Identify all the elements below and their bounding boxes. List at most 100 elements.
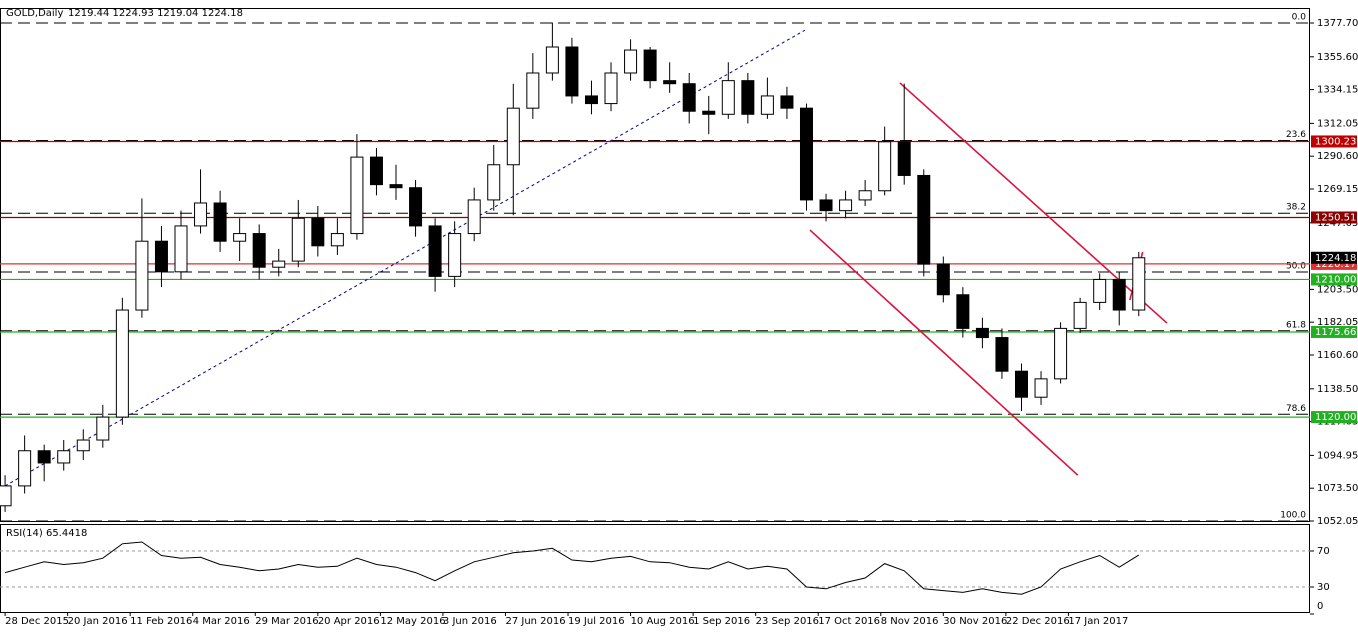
x-tick-label: 1 Sep 2016	[693, 616, 750, 627]
candle-body	[1054, 327, 1068, 380]
fib-label: 61.8	[1286, 320, 1306, 330]
candle-body	[975, 327, 989, 339]
candle-body	[18, 450, 32, 487]
x-tick-label: 10 Aug 2016	[631, 616, 695, 627]
candle-body	[487, 164, 501, 201]
level-label: 1210.00	[1315, 274, 1356, 285]
y-tick-label: 1138.50	[1317, 384, 1358, 395]
candle-body	[213, 202, 227, 242]
candle-body	[233, 233, 247, 242]
candle-body	[115, 309, 129, 418]
candle-body	[936, 263, 950, 296]
candle-body	[1132, 257, 1146, 311]
candle-body	[682, 83, 696, 112]
y-tick-label: 1203.50	[1317, 284, 1358, 295]
candle-body	[780, 95, 794, 109]
candle-body	[702, 110, 716, 115]
candle-body	[1014, 370, 1028, 398]
candle-body	[819, 199, 833, 212]
last-price-tag	[1311, 251, 1357, 264]
candle-body	[858, 190, 872, 201]
x-tick-label: 30 Nov 2016	[943, 616, 1007, 627]
x-tick-label: 4 Mar 2016	[193, 616, 250, 627]
x-tick-label: 8 Nov 2016	[881, 616, 939, 627]
y-tick-label: 1182.05	[1317, 317, 1358, 328]
candle-body	[624, 49, 638, 74]
candle-body	[643, 49, 657, 82]
candle-body	[428, 225, 442, 277]
x-tick-label: 17 Jan 2017	[1068, 616, 1128, 627]
x-tick-label: 11 Feb 2016	[130, 616, 192, 627]
candle-body	[369, 156, 383, 186]
x-tick-label: 28 Dec 2015	[5, 616, 69, 627]
rsi-line	[4, 541, 1140, 595]
y-tick-label: 1052.05	[1317, 516, 1358, 527]
candle-body	[389, 184, 403, 189]
candle-body	[917, 174, 931, 265]
level-label: 1220.17	[1315, 259, 1356, 270]
x-tick-label: 20 Apr 2016	[318, 616, 380, 627]
fib-label: 78.6	[1286, 404, 1306, 414]
candle-body	[330, 233, 344, 247]
last-price-label: 1224.18	[1315, 253, 1356, 264]
x-tick-label: 29 Mar 2016	[255, 616, 318, 627]
x-tick-label: 19 Jul 2016	[568, 616, 625, 627]
y-tick-label: 1269.15	[1317, 184, 1358, 195]
candle-body	[57, 450, 71, 464]
candle-body	[0, 485, 12, 507]
level-label: 1250.51	[1315, 212, 1356, 223]
trend-line	[809, 229, 1079, 476]
candle-body	[584, 95, 598, 105]
candle-body	[291, 217, 305, 262]
candle-body	[1112, 278, 1126, 311]
candle-body	[897, 141, 911, 176]
level-label: 1175.66	[1315, 327, 1356, 338]
y-tick-label: 1355.60	[1317, 52, 1358, 63]
candle-body	[506, 107, 520, 166]
x-tick-label: 22 Dec 2016	[1006, 616, 1070, 627]
candle-body	[995, 337, 1009, 372]
x-tick-label: 3 Jun 2016	[443, 616, 497, 627]
candle-body	[565, 46, 579, 97]
candle-body	[604, 72, 618, 105]
candle-body	[741, 80, 755, 115]
candle-body	[311, 217, 325, 247]
candle-body	[96, 416, 110, 441]
candle-body	[135, 240, 149, 311]
rsi-panel	[0, 524, 1310, 613]
candle-body	[956, 294, 970, 329]
y-tick-label: 1377.70	[1317, 18, 1358, 29]
candle-body	[526, 72, 540, 109]
candle-body	[545, 46, 559, 74]
level-tag	[1311, 211, 1357, 224]
fib-label: 23.6	[1286, 130, 1306, 140]
candle-body	[1034, 378, 1048, 398]
y-tick-label: 1073.50	[1317, 483, 1358, 494]
rsi-title: RSI(14) 65.4418	[6, 528, 87, 539]
candle-body	[721, 80, 735, 115]
y-tick-label: 1094.95	[1317, 450, 1358, 461]
x-tick-label: 12 May 2016	[380, 616, 445, 627]
x-tick-label: 27 Jun 2016	[505, 616, 565, 627]
candle-body	[409, 187, 423, 227]
chart-title: GOLD,Daily	[6, 8, 63, 19]
ohlc-header: 1219.44 1224.93 1219.04 1224.18	[68, 8, 243, 19]
level-tag	[1311, 325, 1357, 338]
candle-body	[76, 439, 90, 452]
x-tick-label: 17 Oct 2016	[818, 616, 880, 627]
fib-label: 100.0	[1280, 511, 1306, 521]
y-tick-label: 1312.05	[1317, 118, 1358, 129]
y-tick-label: 1334.15	[1317, 85, 1358, 96]
candle-body	[194, 202, 208, 227]
y-tick-label: 1290.60	[1317, 151, 1358, 162]
candle-body	[799, 107, 813, 201]
candle-body	[350, 156, 364, 235]
candle-body	[663, 80, 677, 85]
candle-body	[1093, 278, 1107, 303]
level-label: 1300.23	[1315, 136, 1356, 147]
fib-label: 38.2	[1286, 203, 1306, 213]
fib-label: 0.0	[1292, 12, 1307, 22]
candle-body	[760, 95, 774, 115]
y-tick-label: 70	[1317, 546, 1330, 557]
candle-body	[272, 260, 286, 268]
